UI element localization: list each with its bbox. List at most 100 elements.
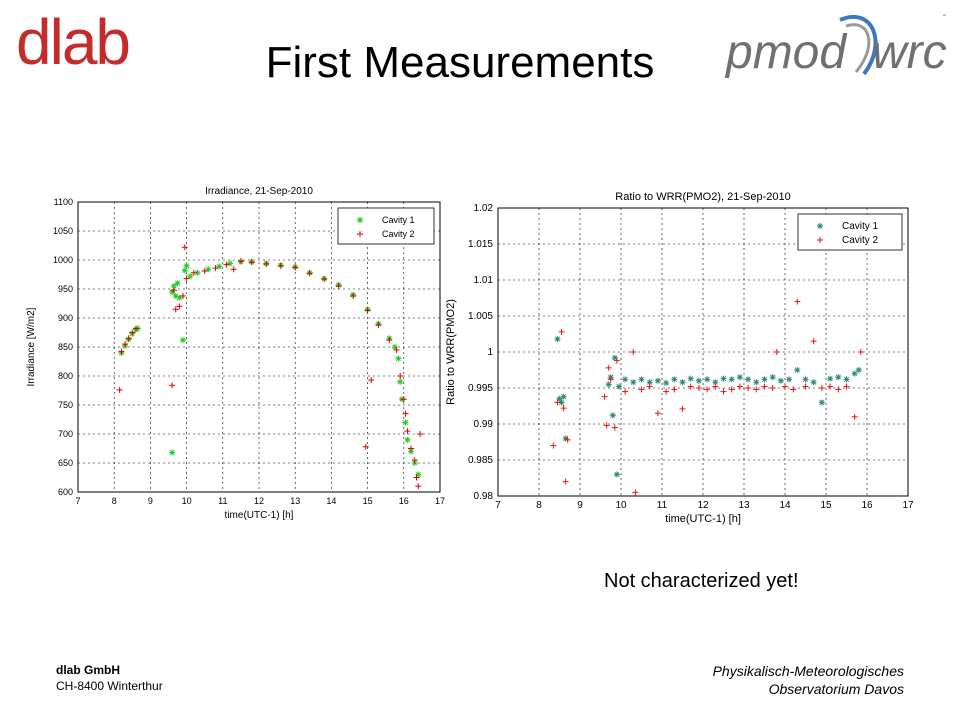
data-point <box>790 386 797 393</box>
data-point <box>116 386 123 393</box>
footer-company: dlab GmbH CH-8400 Winterthur <box>56 662 163 694</box>
x-tick-label: 13 <box>738 500 750 511</box>
chart-title: Irradiance, 21-Sep-2010 <box>205 186 313 197</box>
x-tick-label: 16 <box>861 500 873 511</box>
data-point <box>843 376 850 383</box>
data-point <box>638 376 645 383</box>
data-point <box>558 328 565 335</box>
data-point <box>630 379 637 386</box>
data-point <box>129 329 136 336</box>
data-point <box>835 386 842 393</box>
y-tick-label: 1.02 <box>474 203 494 214</box>
x-tick-label: 8 <box>112 496 117 506</box>
data-point <box>564 436 571 443</box>
pmod-wrc-logo: pmod wrc <box>724 15 947 79</box>
data-point <box>603 422 610 429</box>
data-point <box>321 276 328 283</box>
y-tick-label: 850 <box>58 342 73 352</box>
x-tick-label: 11 <box>657 500 668 511</box>
data-point <box>769 374 776 381</box>
data-point <box>835 374 842 381</box>
data-point <box>736 374 743 381</box>
data-point <box>397 378 404 385</box>
data-point <box>782 383 788 390</box>
data-point <box>132 325 139 332</box>
pmod-logo-text: pmod <box>724 26 847 79</box>
data-point <box>638 386 645 393</box>
x-tick-label: 14 <box>326 496 336 506</box>
data-point <box>704 376 711 383</box>
data-point <box>201 268 208 275</box>
data-point <box>613 357 620 364</box>
data-point <box>622 376 629 383</box>
data-point <box>248 259 255 266</box>
legend-item: Cavity 1 <box>357 215 415 225</box>
x-tick-label: 15 <box>363 496 373 506</box>
data-point <box>404 436 411 443</box>
y-tick-label: 800 <box>58 371 73 381</box>
institute-line-1: Physikalisch-Meteorologisches <box>712 663 904 679</box>
data-point <box>613 471 620 478</box>
data-point <box>663 379 670 386</box>
wrc-logo-text: wrc <box>872 26 947 79</box>
data-point <box>827 375 834 382</box>
data-point <box>174 280 181 287</box>
data-point <box>611 424 618 431</box>
data-point <box>263 261 270 268</box>
ratio-chart: Ratio to WRR(PMO2), 21-Sep-2010 7 8 9 10 11 12… <box>445 191 914 525</box>
data-point <box>368 377 375 384</box>
x-tick-label: 16 <box>399 496 409 506</box>
data-point <box>179 337 186 344</box>
data-point <box>794 298 801 305</box>
data-point <box>654 410 661 417</box>
x-axis-label: time(UTC-1) [h] <box>665 513 741 525</box>
y-tick-label: 0.995 <box>468 383 493 394</box>
x-tick-label: 9 <box>577 500 583 511</box>
data-point <box>187 273 194 280</box>
institute-line-2: Observatorium Davos <box>768 681 904 697</box>
data-point <box>663 388 670 395</box>
x-tick-label: 10 <box>182 496 192 506</box>
legend-item: Cavity 2 <box>357 229 415 239</box>
data-point <box>761 383 768 390</box>
data-point <box>855 367 862 373</box>
data-point <box>745 376 752 383</box>
data-point <box>728 386 735 393</box>
x-tick-label: 12 <box>697 500 709 511</box>
data-point <box>397 373 404 379</box>
x-axis-label: time(UTC-1) [h] <box>225 510 294 521</box>
data-point <box>176 303 183 310</box>
data-point <box>411 457 418 464</box>
data-point <box>802 383 809 390</box>
irradiance-chart: Irradiance, 21-Sep-2010 7 8 9 10 11 12 13 14 15 16… <box>26 186 445 521</box>
data-point <box>190 269 197 276</box>
data-point <box>851 413 858 420</box>
pmod-arc-grey <box>845 23 871 73</box>
data-point <box>554 336 561 343</box>
data-point <box>413 474 420 481</box>
y-tick-label: 900 <box>58 313 73 323</box>
data-point <box>179 292 186 299</box>
data-point <box>632 489 639 496</box>
x-tick-label: 7 <box>495 500 501 511</box>
data-point <box>400 396 407 403</box>
x-tick-label: 9 <box>148 496 153 506</box>
data-point <box>350 292 357 299</box>
dlab-logo: dlab <box>16 6 131 78</box>
data-point <box>671 386 678 393</box>
data-point <box>615 383 622 390</box>
x-tick-label: 7 <box>75 496 80 506</box>
data-point <box>720 375 727 382</box>
legend-label: Cavity 1 <box>382 215 415 225</box>
legend: Cavity 1 Cavity 2 <box>797 213 903 251</box>
y-tick-label: 1000 <box>53 255 73 265</box>
y-tick-label: 1050 <box>53 226 73 236</box>
note-text: Not characterized yet! <box>604 570 799 592</box>
data-point <box>404 428 411 435</box>
data-point <box>687 375 694 382</box>
data-point <box>601 393 608 400</box>
data-point <box>362 443 369 450</box>
x-tick-label: 14 <box>779 500 791 511</box>
data-point <box>810 379 817 386</box>
legend: Cavity 1 Cavity 2 <box>337 207 435 245</box>
